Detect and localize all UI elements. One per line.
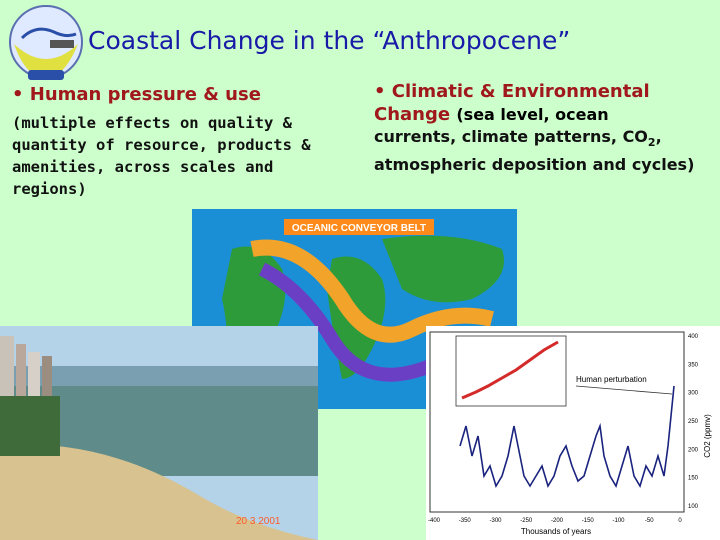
right-heading: • Climatic & Environmental Change (sea l… xyxy=(374,80,714,126)
co2-graph-figure: Human perturbation -400 -350 -300 -250 -200-… xyxy=(426,326,720,540)
graph-annotation: Human perturbation xyxy=(576,375,647,384)
y-tick-label: 400 xyxy=(688,334,699,340)
x-ticks: -400 -350 -300 -250 -200 -150 -100 -50 0 xyxy=(428,518,682,524)
right-body-sub: 2 xyxy=(647,136,656,150)
y-ticks: 400 350 300 250 200 150 100 xyxy=(688,334,699,510)
y-tick-label: 250 xyxy=(688,419,699,425)
graph-xlabel: Thousands of years xyxy=(521,527,591,536)
x-tick-label: -150 xyxy=(582,518,595,524)
y-tick-label: 200 xyxy=(688,447,699,453)
x-tick-label: -100 xyxy=(612,518,625,524)
x-tick-label: 0 xyxy=(678,518,682,524)
left-heading: • Human pressure & use xyxy=(12,84,261,105)
map-banner: OCEANIC CONVEYOR BELT xyxy=(292,223,426,234)
right-body-pre: currents, climate patterns, CO xyxy=(374,127,648,146)
x-tick-label: -300 xyxy=(489,518,502,524)
loicz-logo xyxy=(9,5,83,80)
page-title: Coastal Change in the “Anthropocene” xyxy=(88,26,571,55)
y-tick-label: 350 xyxy=(688,362,699,368)
graph-ylabel: CO2 (ppmv) xyxy=(703,414,712,458)
x-tick-label: -50 xyxy=(645,518,654,524)
beach-photo: 20 3 2001 xyxy=(0,326,318,540)
x-tick-label: -400 xyxy=(428,518,441,524)
y-tick-label: 100 xyxy=(688,504,699,510)
right-body: currents, climate patterns, CO2, atmosph… xyxy=(374,126,714,176)
left-body: (multiple effects on quality & quantity … xyxy=(12,114,311,198)
beach-scene: 20 3 2001 xyxy=(0,326,318,540)
y-tick-label: 150 xyxy=(688,476,699,482)
right-heading-sub: (sea level, ocean xyxy=(456,105,609,124)
right-heading-text: • Climatic & Environmental Change xyxy=(374,81,650,125)
map-figure: OCEANIC CONVEYOR BELT xyxy=(192,209,517,409)
y-tick-label: 300 xyxy=(688,391,699,397)
x-tick-label: -200 xyxy=(551,518,564,524)
photo-date-stamp: 20 3 2001 xyxy=(236,516,281,527)
x-tick-label: -250 xyxy=(520,518,533,524)
right-body-post: , atmospheric deposition and cycles) xyxy=(374,127,695,175)
co2-graph: Human perturbation -400 -350 -300 -250 -200-… xyxy=(426,326,720,540)
x-tick-label: -350 xyxy=(459,518,472,524)
